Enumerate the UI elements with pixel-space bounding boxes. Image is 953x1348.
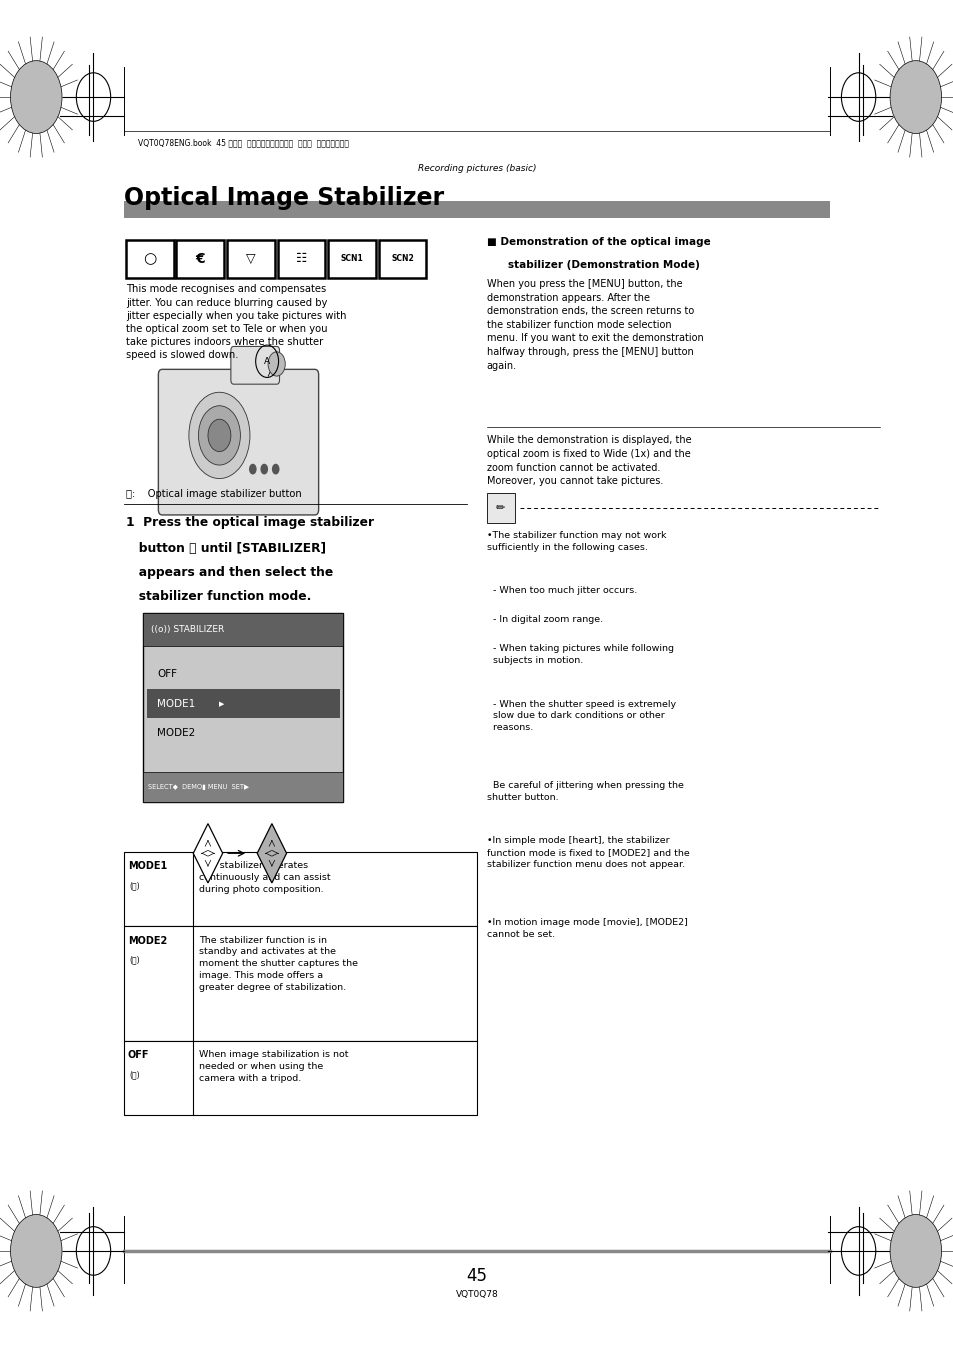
Text: stabilizer function mode.: stabilizer function mode.	[126, 590, 311, 604]
Text: SCN1: SCN1	[340, 255, 363, 263]
Circle shape	[249, 464, 256, 474]
Circle shape	[189, 392, 250, 479]
Polygon shape	[257, 824, 286, 883]
Circle shape	[208, 419, 231, 452]
Text: - When the shutter speed is extremely
  slow due to dark conditions or other
  r: - When the shutter speed is extremely sl…	[486, 700, 675, 732]
Text: 45: 45	[466, 1267, 487, 1285]
Text: (ⓙ): (ⓙ)	[130, 956, 140, 965]
Text: •In simple mode [heart], the stabilizer
function mode is fixed to [MODE2] and th: •In simple mode [heart], the stabilizer …	[486, 836, 689, 869]
Bar	[277, 240, 325, 278]
Text: •The stabilizer function may not work
sufficiently in the following cases.: •The stabilizer function may not work su…	[486, 531, 665, 551]
Text: (ⓘ): (ⓘ)	[130, 882, 140, 891]
Bar	[378, 240, 426, 278]
Text: The stabilizer function is in
standby and activates at the
moment the shutter ca: The stabilizer function is in standby an…	[199, 936, 358, 992]
Text: When image stabilization is not
needed or when using the
camera with a tripod.: When image stabilization is not needed o…	[199, 1050, 349, 1082]
Bar	[126, 240, 173, 278]
Text: This mode recognises and compensates
jitter. You can reduce blurring caused by
j: This mode recognises and compensates jit…	[126, 284, 346, 360]
Bar	[124, 1041, 476, 1115]
Bar	[143, 772, 343, 802]
Text: ○: ○	[143, 251, 156, 267]
Text: button Ⓐ until [STABILIZER]: button Ⓐ until [STABILIZER]	[126, 542, 326, 555]
Circle shape	[198, 406, 240, 465]
Text: ■ Demonstration of the optical image: ■ Demonstration of the optical image	[486, 237, 710, 247]
Polygon shape	[193, 824, 222, 883]
Text: OFF: OFF	[157, 669, 177, 679]
Ellipse shape	[10, 1215, 62, 1287]
Text: VQT0Q78: VQT0Q78	[456, 1290, 497, 1299]
Text: (ⓚ): (ⓚ)	[130, 1070, 140, 1080]
Bar	[328, 240, 375, 278]
Text: A: A	[264, 357, 270, 365]
Text: ✏: ✏	[496, 503, 505, 514]
Bar	[124, 852, 476, 926]
Text: stabilizer (Demonstration Mode): stabilizer (Demonstration Mode)	[507, 260, 699, 270]
Text: - When taking pictures while following
  subjects in motion.: - When taking pictures while following s…	[486, 644, 673, 665]
Text: MODE1: MODE1	[128, 861, 167, 871]
Text: SCN2: SCN2	[391, 255, 414, 263]
Bar	[143, 613, 343, 802]
Text: ▶: ▶	[219, 701, 225, 706]
Bar	[147, 689, 339, 718]
Text: - When too much jitter occurs.: - When too much jitter occurs.	[486, 586, 636, 596]
Text: appears and then select the: appears and then select the	[126, 566, 333, 580]
Text: MODE1: MODE1	[157, 698, 195, 709]
Bar	[486, 493, 515, 523]
Text: VQT0Q78ENG.book  45 ページ  ２００５年２月１４日  月曜日  午後１時１５分: VQT0Q78ENG.book 45 ページ ２００５年２月１４日 月曜日 午後…	[138, 139, 349, 148]
Bar	[176, 240, 224, 278]
Circle shape	[268, 352, 285, 376]
Ellipse shape	[889, 1215, 941, 1287]
Bar	[143, 613, 343, 646]
Circle shape	[260, 464, 268, 474]
Text: When you press the [MENU] button, the
demonstration appears. After the
demonstra: When you press the [MENU] button, the de…	[486, 279, 702, 371]
Text: The stabilizer operates
continuously and can assist
during photo composition.: The stabilizer operates continuously and…	[199, 861, 331, 894]
Text: •In motion image mode [movie], [MODE2]
cannot be set.: •In motion image mode [movie], [MODE2] c…	[486, 918, 687, 938]
Text: Optical Image Stabilizer: Optical Image Stabilizer	[124, 186, 444, 210]
Bar	[227, 240, 274, 278]
Text: 1  Press the optical image stabilizer: 1 Press the optical image stabilizer	[126, 516, 374, 530]
Bar	[124, 926, 476, 1041]
Bar	[124, 201, 829, 218]
Ellipse shape	[889, 61, 941, 133]
Text: While the demonstration is displayed, the
optical zoom is fixed to Wide (1x) and: While the demonstration is displayed, th…	[486, 435, 690, 487]
Text: €: €	[195, 252, 205, 266]
Text: OFF: OFF	[128, 1050, 150, 1060]
Text: Ⓐ:    Optical image stabilizer button: Ⓐ: Optical image stabilizer button	[126, 489, 301, 499]
Circle shape	[272, 464, 279, 474]
Ellipse shape	[10, 61, 62, 133]
Text: MODE2: MODE2	[157, 728, 195, 739]
Text: MODE2: MODE2	[128, 936, 167, 945]
Text: ☷: ☷	[295, 252, 307, 266]
FancyBboxPatch shape	[158, 369, 318, 515]
Text: ((o)) STABILIZER: ((o)) STABILIZER	[151, 625, 224, 634]
Text: SELECT◆  DEMO▮ MENU  SET▶: SELECT◆ DEMO▮ MENU SET▶	[148, 785, 249, 790]
Text: - In digital zoom range.: - In digital zoom range.	[486, 615, 602, 624]
Text: Be careful of jittering when pressing the
shutter button.: Be careful of jittering when pressing th…	[486, 780, 682, 802]
FancyBboxPatch shape	[231, 346, 279, 384]
Text: ▽: ▽	[246, 252, 255, 266]
Text: Recording pictures (basic): Recording pictures (basic)	[417, 164, 536, 174]
